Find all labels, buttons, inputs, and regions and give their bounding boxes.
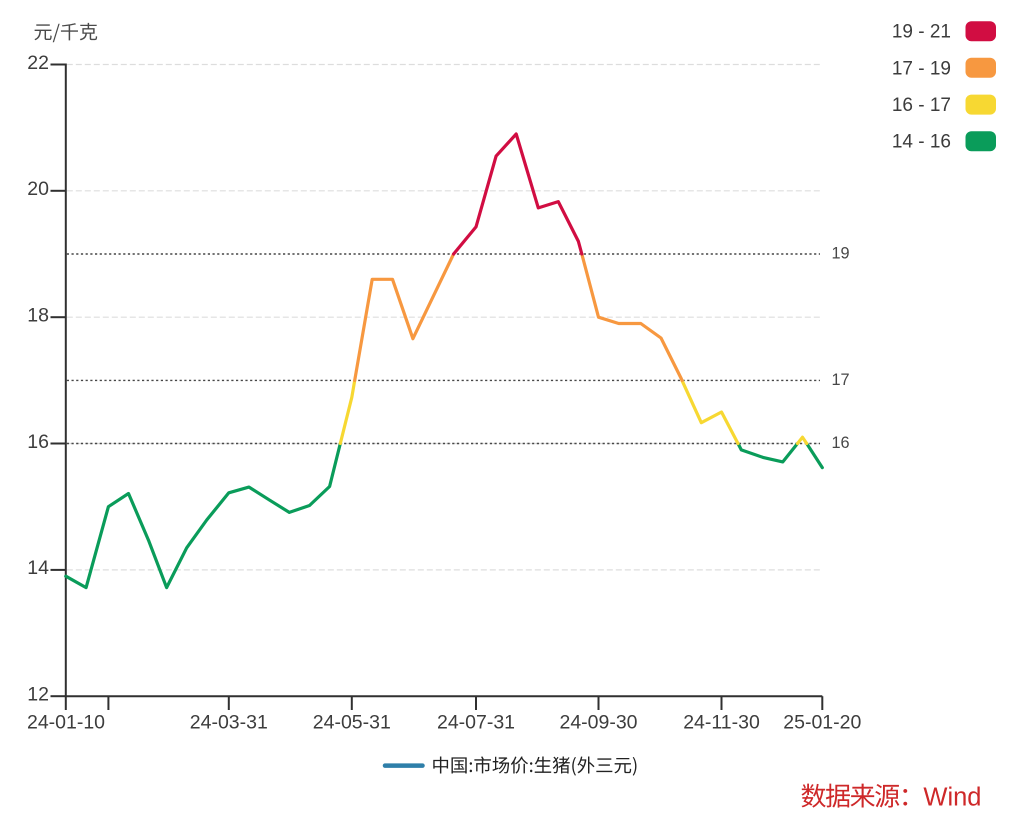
svg-text:16: 16 (27, 431, 49, 453)
svg-text:14 - 16: 14 - 16 (892, 132, 951, 153)
svg-text:16 - 17: 16 - 17 (892, 95, 951, 116)
svg-text:18: 18 (27, 305, 49, 327)
svg-text:19 - 21: 19 - 21 (892, 22, 951, 43)
svg-text:12: 12 (27, 684, 49, 706)
svg-text:16: 16 (832, 434, 850, 452)
svg-text:17 - 19: 17 - 19 (892, 58, 951, 79)
svg-text:24-09-30: 24-09-30 (559, 712, 637, 734)
svg-text:25-01-20: 25-01-20 (783, 712, 861, 734)
svg-text:Wind: Wind (923, 784, 981, 812)
svg-text:17: 17 (832, 371, 850, 389)
svg-text:24-01-10: 24-01-10 (27, 712, 105, 734)
svg-text:24-03-31: 24-03-31 (190, 712, 268, 734)
svg-text:14: 14 (27, 557, 49, 579)
svg-text:19: 19 (832, 245, 850, 263)
svg-text:22: 22 (27, 52, 49, 74)
svg-text:24-07-31: 24-07-31 (437, 712, 515, 734)
svg-text:20: 20 (27, 178, 49, 200)
svg-text:24-05-31: 24-05-31 (313, 712, 391, 734)
svg-text:24-11-30: 24-11-30 (683, 712, 760, 734)
